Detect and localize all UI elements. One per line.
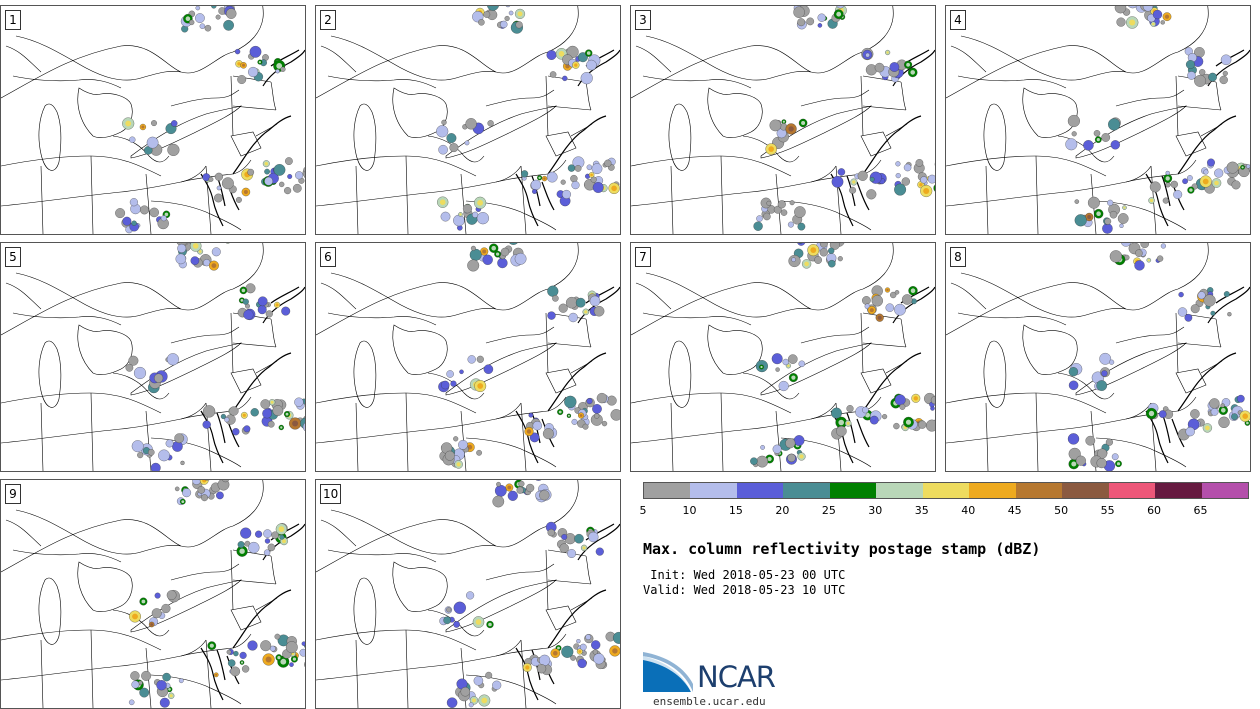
colorbar-swatch (1108, 483, 1156, 498)
ncar-logo: NCAR (643, 652, 793, 694)
member-number: 4 (950, 10, 966, 30)
ensemble-member-panel: 4 (945, 5, 1251, 235)
ensemble-member-panel: 1 (0, 5, 306, 235)
ensemble-member-panel: 6 (315, 242, 621, 472)
ensemble-member-panel: 9 (0, 479, 306, 709)
member-number: 5 (5, 247, 21, 267)
reflectivity-map (1, 243, 305, 471)
colorbar-tick-label: 25 (821, 504, 836, 517)
ensemble-member-panel: 8 (945, 242, 1251, 472)
member-number: 6 (320, 247, 336, 267)
colorbar-tick-label: 60 (1147, 504, 1162, 517)
reflectivity-map (631, 6, 935, 234)
colorbar-swatch (876, 483, 923, 498)
member-number: 3 (635, 10, 651, 30)
site-url: ensemble.ucar.edu (653, 695, 766, 708)
reflectivity-map (946, 243, 1250, 471)
colorbar-swatch (1062, 483, 1109, 498)
colorbar-tick-label: 65 (1193, 504, 1208, 517)
colorbar-swatch (644, 483, 691, 498)
colorbar-tick-label: 15 (728, 504, 743, 517)
colorbar-swatch (829, 483, 877, 498)
ncar-swoosh-icon (643, 652, 693, 692)
member-number: 10 (320, 484, 342, 504)
ensemble-member-panel: 7 (630, 242, 936, 472)
member-number: 2 (320, 10, 336, 30)
ensemble-member-panel: 2 (315, 5, 621, 235)
ensemble-member-panel: 5 (0, 242, 306, 472)
reflectivity-map (631, 243, 935, 471)
reflectivity-map (946, 6, 1250, 234)
colorbar-swatch (783, 483, 830, 498)
valid-time: Valid: Wed 2018-05-23 10 UTC (643, 583, 846, 597)
colorbar-tick-label: 40 (961, 504, 976, 517)
colorbar-tick-label: 35 (914, 504, 929, 517)
colorbar-tick-label: 30 (868, 504, 883, 517)
reflectivity-map (316, 243, 620, 471)
reflectivity-map (316, 6, 620, 234)
reflectivity-map (316, 480, 620, 708)
member-number: 9 (5, 484, 21, 504)
ensemble-member-panel: 3 (630, 5, 936, 235)
member-number: 7 (635, 247, 651, 267)
reflectivity-colorbar (643, 482, 1249, 499)
colorbar-tick-label: 20 (775, 504, 790, 517)
colorbar-swatch (736, 483, 784, 498)
init-time: Init: Wed 2018-05-23 00 UTC (643, 568, 846, 582)
colorbar-swatch (690, 483, 737, 498)
colorbar-tick-label: 5 (639, 504, 647, 517)
reflectivity-map (1, 6, 305, 234)
colorbar-swatch (1155, 483, 1202, 498)
colorbar-swatch (922, 483, 970, 498)
member-number: 1 (5, 10, 21, 30)
colorbar-swatch (1201, 483, 1249, 498)
plot-title: Max. column reflectivity postage stamp (… (643, 540, 1041, 558)
colorbar-tick-label: 45 (1007, 504, 1022, 517)
colorbar-tick-label: 10 (682, 504, 697, 517)
member-number: 8 (950, 247, 966, 267)
reflectivity-map (1, 480, 305, 708)
colorbar-swatch (969, 483, 1016, 498)
colorbar-tick-label: 55 (1100, 504, 1115, 517)
ensemble-member-panel: 10 (315, 479, 621, 709)
colorbar-swatch (1015, 483, 1063, 498)
ncar-logo-text: NCAR (697, 660, 776, 694)
colorbar-tick-label: 50 (1054, 504, 1069, 517)
